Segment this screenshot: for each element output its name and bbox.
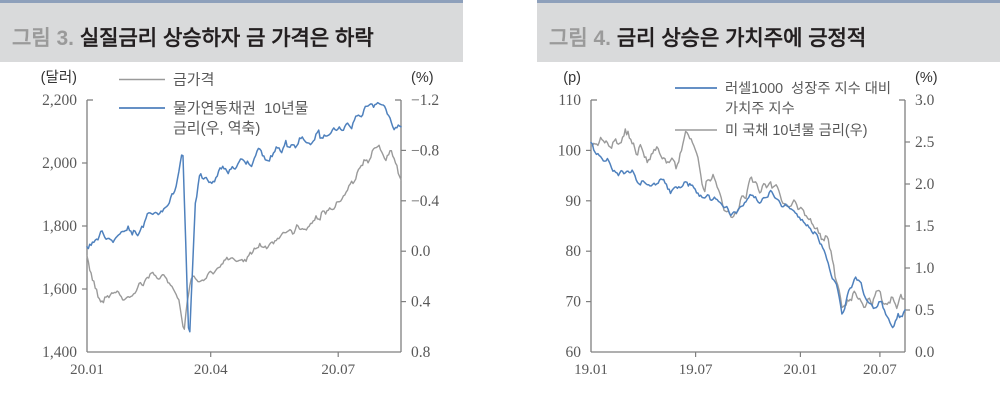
svg-text:−1.2: −1.2 (411, 92, 439, 109)
svg-text:1.5: 1.5 (915, 218, 935, 235)
svg-text:0.5: 0.5 (915, 302, 935, 319)
svg-text:2,000: 2,000 (42, 155, 77, 172)
svg-text:0.4: 0.4 (411, 294, 431, 311)
svg-text:러셀1000 성장주 지수 대비: 러셀1000 성장주 지수 대비 (725, 80, 891, 97)
svg-text:1,800: 1,800 (42, 218, 77, 235)
svg-text:−0.8: −0.8 (411, 142, 439, 159)
svg-text:110: 110 (558, 92, 581, 109)
svg-text:20.01: 20.01 (70, 362, 104, 378)
svg-text:−0.4: −0.4 (411, 193, 439, 210)
svg-text:20.07: 20.07 (321, 362, 355, 378)
svg-text:0.0: 0.0 (915, 344, 935, 361)
svg-text:100: 100 (558, 142, 582, 159)
svg-text:19.07: 19.07 (679, 362, 713, 378)
svg-text:금가격: 금가격 (173, 72, 214, 89)
svg-text:물가연동채권 10년물: 물가연동채권 10년물 (173, 100, 308, 117)
svg-text:금리(우, 역축): 금리(우, 역축) (173, 120, 260, 137)
svg-text:1,400: 1,400 (42, 344, 77, 361)
svg-text:2.5: 2.5 (915, 134, 935, 151)
svg-text:70: 70 (566, 294, 582, 311)
svg-text:1,600: 1,600 (42, 281, 77, 298)
svg-text:20.01: 20.01 (784, 362, 818, 378)
svg-text:1.0: 1.0 (915, 260, 935, 277)
svg-text:미 국채 10년물 금리(우): 미 국채 10년물 금리(우) (725, 122, 868, 139)
svg-text:2.0: 2.0 (915, 176, 935, 193)
svg-text:0.0: 0.0 (411, 243, 431, 260)
svg-text:80: 80 (566, 243, 582, 260)
svg-text:20.04: 20.04 (194, 362, 228, 378)
svg-text:2,200: 2,200 (42, 92, 77, 109)
svg-text:20.07: 20.07 (863, 362, 897, 378)
svg-text:(%): (%) (411, 70, 434, 86)
svg-text:3.0: 3.0 (915, 92, 935, 109)
svg-text:0.8: 0.8 (411, 344, 431, 361)
svg-text:19.01: 19.01 (574, 362, 608, 378)
svg-text:가치주 지수: 가치주 지수 (725, 100, 795, 117)
svg-text:(달러): (달러) (41, 69, 77, 86)
svg-text:60: 60 (566, 344, 582, 361)
svg-text:(p): (p) (563, 70, 581, 86)
svg-text:(%): (%) (915, 70, 938, 86)
svg-text:90: 90 (566, 193, 582, 210)
